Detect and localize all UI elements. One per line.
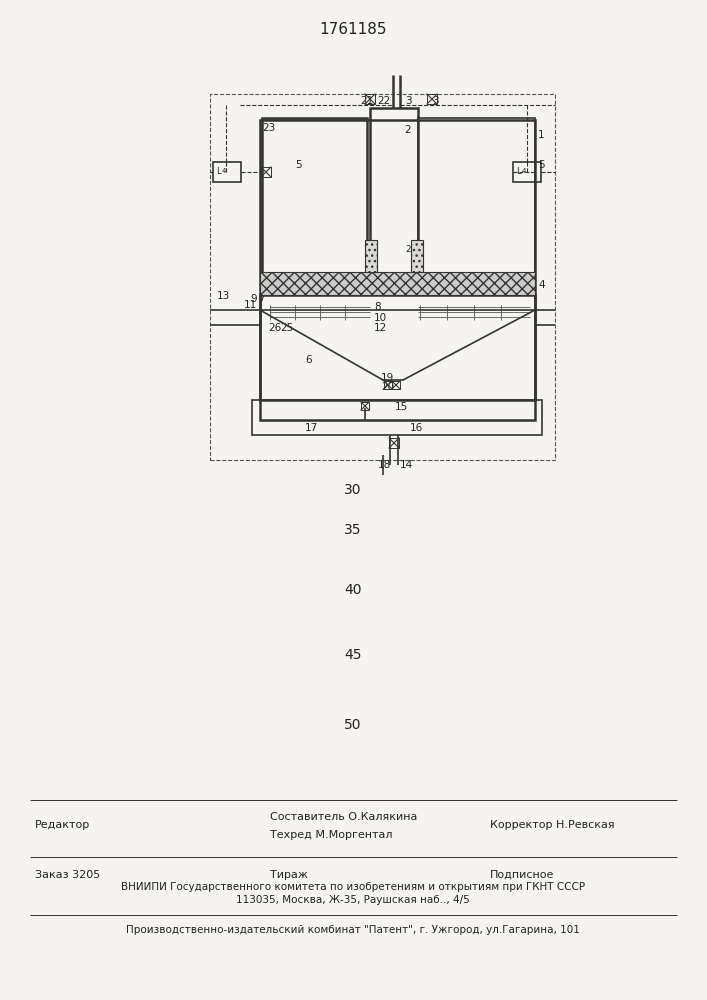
Bar — [427, 94, 437, 104]
Bar — [418, 118, 535, 290]
Text: 15: 15 — [395, 402, 408, 412]
Text: Заказ 3205: Заказ 3205 — [35, 870, 100, 880]
Text: L: L — [516, 166, 520, 176]
Text: 12: 12 — [374, 323, 387, 333]
Text: 24: 24 — [367, 245, 378, 254]
Text: 4: 4 — [538, 280, 544, 290]
Text: 4: 4 — [522, 168, 527, 174]
Text: 7: 7 — [258, 294, 264, 304]
Text: 5: 5 — [538, 160, 544, 170]
Bar — [262, 118, 367, 290]
Text: 19: 19 — [381, 373, 395, 383]
Text: Производственно-издательский комбинат "Патент", г. Ужгород, ул.Гагарина, 101: Производственно-издательский комбинат "П… — [126, 925, 580, 935]
Text: 1: 1 — [538, 130, 544, 140]
Text: 10: 10 — [374, 313, 387, 323]
Text: ВНИИПИ Государственного комитета по изобретениям и открытиям при ГКНТ СССР: ВНИИПИ Государственного комитета по изоб… — [121, 882, 585, 892]
Bar — [260, 272, 535, 295]
Bar — [365, 240, 377, 272]
Text: Редактор: Редактор — [35, 820, 90, 830]
Text: 24: 24 — [405, 245, 416, 254]
Text: 16: 16 — [410, 423, 423, 433]
Text: 17: 17 — [305, 423, 318, 433]
Text: 5: 5 — [295, 160, 302, 170]
Text: Техред М.Моргентал: Техред М.Моргентал — [270, 830, 392, 840]
Text: Тираж: Тираж — [270, 870, 308, 880]
Text: 26: 26 — [268, 323, 281, 333]
Text: 113035, Москва, Ж-35, Раушская наб.., 4/5: 113035, Москва, Ж-35, Раушская наб.., 4/… — [236, 895, 470, 905]
Text: 13: 13 — [217, 291, 230, 301]
Text: 20: 20 — [381, 382, 394, 392]
Text: 9: 9 — [250, 294, 257, 304]
Text: 1761185: 1761185 — [320, 22, 387, 37]
Text: 14: 14 — [400, 460, 414, 470]
Text: 22: 22 — [377, 96, 390, 106]
Text: 40: 40 — [344, 583, 362, 597]
Text: 21: 21 — [360, 96, 373, 106]
Text: 4: 4 — [222, 168, 226, 174]
Text: 6: 6 — [305, 355, 312, 365]
Text: 35: 35 — [344, 523, 362, 537]
Text: 18: 18 — [378, 460, 391, 470]
Text: Составитель О.Калякина: Составитель О.Калякина — [270, 812, 417, 822]
Bar — [370, 108, 418, 290]
Bar — [260, 120, 535, 420]
Bar — [260, 295, 535, 400]
Text: L: L — [216, 166, 221, 176]
Bar — [389, 438, 399, 448]
Text: 2: 2 — [404, 125, 411, 135]
Bar — [384, 381, 392, 389]
Bar — [210, 94, 555, 460]
Bar — [365, 94, 375, 104]
Text: 3: 3 — [432, 96, 438, 106]
Bar — [252, 400, 542, 435]
Text: 50: 50 — [344, 718, 362, 732]
Bar — [392, 381, 400, 389]
Bar — [513, 162, 541, 182]
Bar — [213, 162, 241, 182]
Text: 8: 8 — [374, 302, 380, 312]
Bar — [411, 240, 423, 272]
Text: 30: 30 — [344, 483, 362, 497]
Text: Корректор Н.Ревская: Корректор Н.Ревская — [490, 820, 614, 830]
Text: 3: 3 — [405, 96, 411, 106]
Text: 45: 45 — [344, 648, 362, 662]
Text: 25: 25 — [280, 323, 293, 333]
Text: 23: 23 — [262, 123, 275, 133]
Bar — [361, 402, 369, 410]
Bar — [261, 167, 271, 177]
Text: Подписное: Подписное — [490, 870, 554, 880]
Text: 11: 11 — [244, 300, 257, 310]
